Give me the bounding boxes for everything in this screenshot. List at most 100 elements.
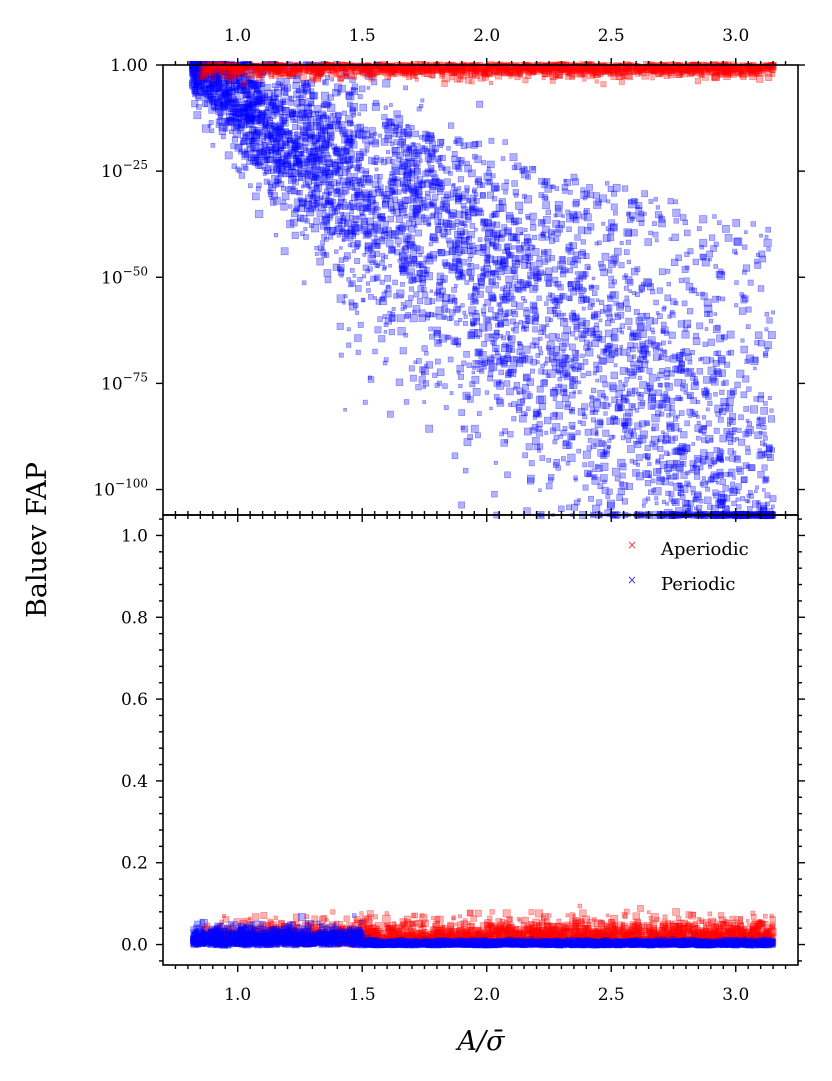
- periodic-point: [647, 336, 656, 345]
- periodic-point: [701, 431, 706, 436]
- periodic-point: [505, 331, 511, 336]
- periodic-point: [460, 425, 465, 430]
- periodic-point: [608, 275, 615, 282]
- periodic-point: [308, 133, 313, 139]
- periodic-point: [762, 351, 768, 357]
- periodic-point: [365, 281, 371, 286]
- periodic-point: [559, 293, 565, 299]
- periodic-point: [545, 235, 550, 241]
- periodic-point: [535, 395, 544, 404]
- periodic-point: [674, 397, 679, 401]
- periodic-point: [647, 394, 656, 403]
- periodic-point: [525, 213, 531, 219]
- periodic-point: [420, 179, 425, 184]
- periodic-point: [448, 315, 454, 321]
- periodic-point: [302, 147, 309, 153]
- periodic-point: [638, 329, 647, 338]
- periodic-point: [260, 112, 267, 119]
- periodic-point: [416, 204, 424, 212]
- periodic-point: [764, 492, 771, 499]
- periodic-point: [290, 152, 298, 159]
- periodic-point: [628, 289, 632, 293]
- periodic-point: [657, 445, 664, 453]
- periodic-point: [595, 199, 602, 206]
- periodic-point: [351, 83, 358, 90]
- periodic-point: [749, 405, 759, 414]
- periodic-point: [461, 221, 467, 227]
- periodic-point: [566, 295, 573, 302]
- periodic-point: [218, 113, 224, 118]
- periodic-point: [455, 266, 464, 274]
- periodic-point: [746, 494, 751, 499]
- periodic-point: [570, 288, 578, 296]
- periodic-point: [429, 183, 437, 190]
- periodic-point: [530, 368, 535, 374]
- periodic-point: [366, 86, 371, 90]
- periodic-point: [412, 309, 417, 315]
- periodic-point: [452, 189, 461, 198]
- periodic-point: [483, 260, 491, 267]
- periodic-point: [512, 274, 519, 280]
- periodic-point: [757, 285, 765, 292]
- periodic-point: [313, 200, 320, 207]
- periodic-point: [666, 421, 675, 430]
- periodic-point: [264, 147, 271, 154]
- periodic-point: [383, 330, 388, 334]
- periodic-point: [699, 356, 704, 361]
- periodic-point: [733, 238, 741, 246]
- periodic-point: [298, 198, 307, 207]
- periodic-point: [671, 233, 679, 241]
- periodic-point: [324, 75, 331, 81]
- periodic-point: [324, 198, 330, 204]
- periodic-point: [446, 315, 453, 322]
- periodic-point: [635, 364, 641, 370]
- periodic-point: [599, 264, 606, 271]
- periodic-point: [301, 280, 307, 285]
- periodic-point: [472, 197, 477, 201]
- periodic-point: [391, 163, 398, 170]
- periodic-point: [764, 327, 769, 332]
- periodic-point: [502, 316, 508, 322]
- periodic-point: [208, 120, 214, 126]
- periodic-point: [362, 170, 369, 178]
- periodic-point: [304, 206, 310, 213]
- periodic-point: [584, 263, 591, 270]
- periodic-point: [504, 312, 509, 317]
- periodic-point: [275, 183, 280, 187]
- periodic-point: [560, 389, 568, 397]
- periodic-point: [480, 218, 486, 224]
- periodic-point: [621, 422, 626, 427]
- periodic-point: [308, 154, 317, 163]
- periodic-point: [665, 502, 669, 506]
- periodic-point: [463, 350, 470, 358]
- periodic-point: [295, 88, 301, 93]
- periodic-point: [298, 95, 304, 101]
- periodic-point: [581, 412, 586, 416]
- periodic-point: [587, 223, 595, 231]
- periodic-point: [367, 375, 372, 380]
- periodic-point: [606, 199, 611, 204]
- periodic-point: [331, 120, 340, 129]
- periodic-point: [475, 360, 480, 365]
- periodic-point: [537, 346, 543, 351]
- periodic-point: [587, 437, 593, 443]
- periodic-point: [252, 192, 260, 201]
- periodic-point: [580, 353, 585, 359]
- periodic-point: [604, 181, 610, 186]
- periodic-point: [274, 95, 279, 100]
- periodic-point: [269, 133, 274, 138]
- periodic-point: [278, 133, 283, 139]
- periodic-point: [488, 279, 495, 285]
- periodic-point: [755, 252, 760, 257]
- periodic-point: [425, 256, 434, 265]
- periodic-point: [323, 204, 328, 209]
- periodic-point: [610, 203, 618, 211]
- periodic-point: [693, 376, 698, 381]
- periodic-point: [571, 503, 579, 511]
- periodic-point: [413, 196, 419, 202]
- periodic-point: [665, 383, 673, 391]
- periodic-point: [752, 356, 759, 363]
- periodic-point: [357, 112, 361, 116]
- periodic-point: [248, 85, 254, 90]
- periodic-point: [631, 404, 635, 409]
